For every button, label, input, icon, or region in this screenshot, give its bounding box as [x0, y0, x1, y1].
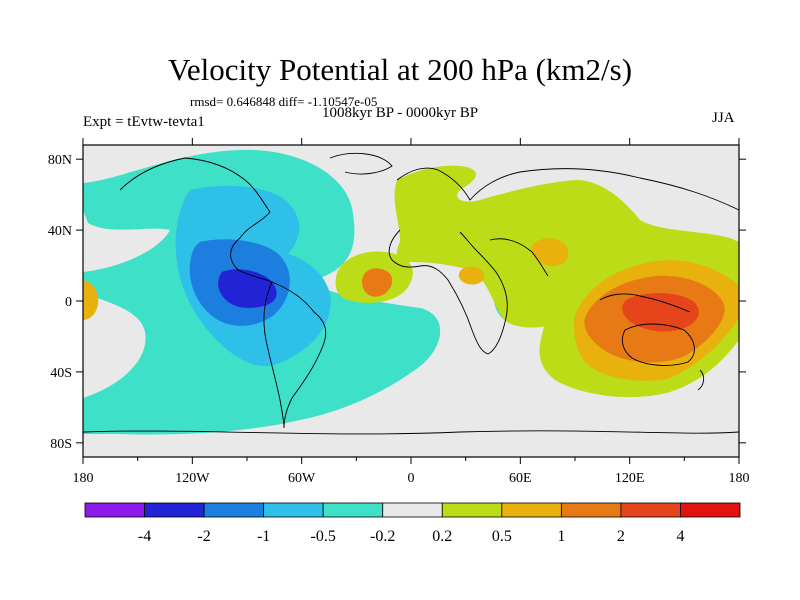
colorbar-swatch [84, 502, 145, 518]
lat-tick-label: 0 [65, 295, 72, 310]
colorbar-label: -4 [138, 528, 151, 545]
lon-tick-label: 60E [509, 471, 532, 486]
colorbar-swatch [144, 502, 205, 518]
colorbar-label: -1 [257, 528, 270, 545]
latitude-axis: 80N 40N 0 40S 80S [48, 153, 746, 452]
colorbar-swatch [382, 502, 443, 518]
lon-tick-label: 180 [73, 471, 94, 486]
lat-tick-label: 80N [48, 153, 72, 168]
colorbar-swatch [263, 502, 324, 518]
colorbar-swatch [203, 502, 265, 518]
lat-tick-label: 40S [50, 366, 72, 381]
coastlines [83, 152, 739, 435]
lon-tick-label: 120E [615, 471, 645, 486]
colorbar-label: 0.5 [492, 528, 512, 545]
lon-tick-label: 120W [175, 471, 210, 486]
lat-tick-label: 40N [48, 224, 72, 239]
lon-tick-label: 0 [408, 471, 415, 486]
colorbar-swatch [441, 502, 503, 518]
colorbar-label: 2 [617, 528, 625, 545]
colorbar: -4 -2 -1 -0.5 -0.2 0.2 0.5 1 2 4 [84, 502, 741, 545]
colorbar-label: 4 [676, 528, 684, 545]
colorbar-swatch [322, 502, 384, 518]
colorbar-swatch [560, 502, 622, 518]
experiment-label: Expt = tEvtw-tevta1 [83, 114, 205, 130]
colorbar-swatch [501, 502, 562, 518]
lon-tick-label: 60W [288, 471, 316, 486]
plot-title: Velocity Potential at 200 hPa (km2/s) [167, 52, 633, 87]
lat-tick-label: 80S [50, 437, 72, 452]
colorbar-label: -0.5 [311, 528, 336, 545]
colorbar-swatch [680, 502, 741, 518]
colorbar-label: 0.2 [432, 528, 452, 545]
longitude-axis: 180 120W 60W 0 60E 120E 180 [73, 138, 750, 486]
colorbar-label: 1 [557, 528, 565, 545]
period-label: 1008kyr BP - 0000kyr BP [322, 105, 479, 121]
colorbar-swatch [620, 502, 681, 518]
colorbar-label: -0.2 [370, 528, 395, 545]
colorbar-label: -2 [197, 528, 210, 545]
stats-label: rmsd= 0.646848 diff= -1.10547e-05 [190, 94, 378, 109]
season-label: JJA [712, 110, 735, 126]
lon-tick-label: 180 [729, 471, 750, 486]
velocity-potential-field [83, 145, 739, 457]
